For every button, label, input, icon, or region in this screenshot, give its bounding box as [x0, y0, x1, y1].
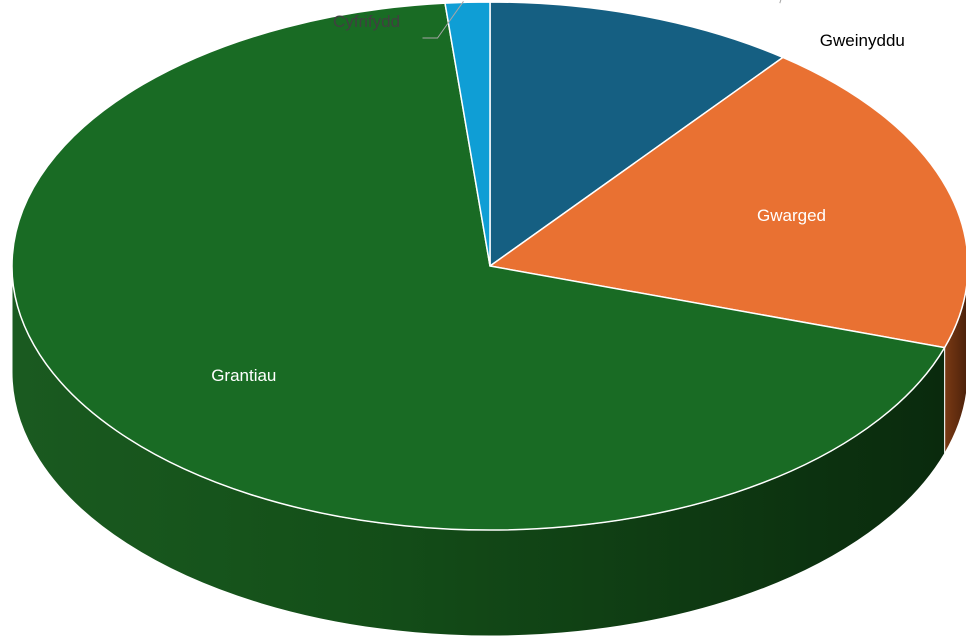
leader-line-gweinyddu [779, 0, 782, 4]
pie-slice-cyfrifydd[interactable] [444, 1, 491, 267]
leader-line-cyfrifydd [422, 1, 464, 39]
pie-slice-gweinyddu[interactable] [489, 1, 784, 267]
data-label-cyfrifydd: Cyfrifydd [333, 12, 400, 31]
pie-slice-gwarged[interactable] [489, 56, 966, 349]
data-label-gwarged: Gwarged [757, 206, 826, 225]
data-label-grantiau: Grantiau [211, 366, 276, 385]
pie-slice-grantiau[interactable] [11, 2, 946, 531]
data-label-gweinyddu: Gweinyddu [820, 31, 905, 50]
